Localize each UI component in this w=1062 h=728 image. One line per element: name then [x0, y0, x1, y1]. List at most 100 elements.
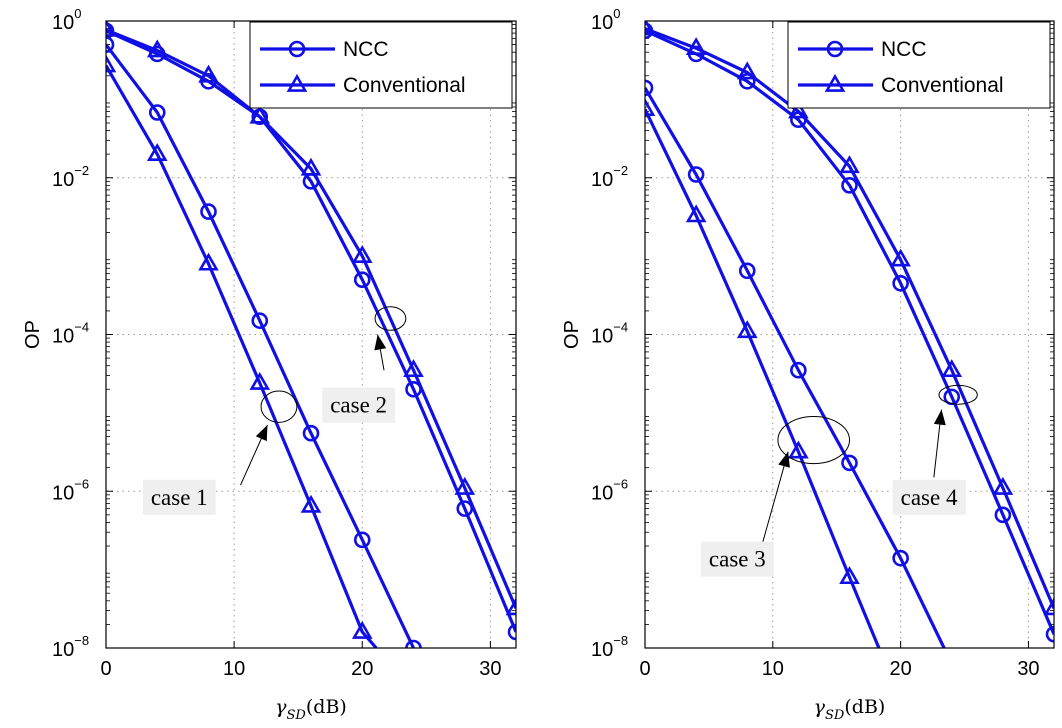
y-tick-exponent: −6	[613, 476, 628, 491]
axes-frame	[105, 20, 517, 649]
series-conventional-1-point	[645, 21, 656, 36]
x-tick-label: 30	[1017, 658, 1039, 680]
series-conventional-1-point	[106, 21, 117, 37]
series-conventional-1-point	[992, 476, 1014, 495]
legend-marker-circle	[826, 40, 844, 58]
series-ncc-0-point	[456, 500, 474, 517]
annotation-ellipse	[260, 390, 298, 423]
x-tick-label: 20	[890, 658, 912, 680]
y-tick-label: 10−2	[591, 163, 628, 191]
series-ncc-2-point	[251, 312, 269, 329]
series-ncc-2-line	[106, 43, 415, 648]
series-group	[106, 21, 516, 648]
series-ncc-2-point	[645, 79, 654, 97]
series-ncc-2-point	[738, 262, 756, 280]
x-tick-label: 0	[100, 658, 111, 680]
legend-label: NCC	[343, 38, 389, 61]
x-label-symbol: γ	[275, 696, 287, 718]
series-ncc-2-point	[106, 36, 115, 53]
series-conventional-3-line	[106, 64, 378, 648]
y-tick-base: 10	[52, 169, 74, 191]
y-tick-label: 10−4	[591, 320, 628, 348]
legend-marker-triangle	[824, 73, 846, 92]
legend-box	[249, 21, 513, 109]
x-axis-label: γSD(dB)	[814, 696, 886, 723]
series-ncc-0-point	[1045, 625, 1054, 643]
series-ncc-2-point	[148, 104, 166, 121]
series-conventional-1-point	[505, 597, 516, 616]
y-tick-exponent: −8	[613, 633, 628, 648]
annotation-arrow-head	[255, 425, 268, 442]
series-ncc-0-point	[106, 22, 115, 40]
series-conventional-1-line	[106, 28, 516, 610]
series-ncc-2-point	[687, 166, 705, 183]
y-tick-label: 10−6	[52, 476, 89, 504]
y-tick-label: 10−8	[52, 633, 89, 661]
series-conventional-1-point	[839, 155, 860, 174]
y-tick-exponent: −6	[74, 476, 89, 491]
series-ncc-0-point	[994, 506, 1012, 524]
y-axis-label: OP	[22, 320, 44, 349]
legend-box	[787, 21, 1051, 109]
series-conventional-1-point	[198, 64, 219, 83]
x-label-subscript: SD	[287, 708, 307, 723]
series-conventional-1-point	[890, 248, 911, 267]
x-label-unit: (dB)	[306, 696, 347, 718]
x-label-subscript: SD	[825, 708, 845, 723]
y-axis-label: OP	[561, 320, 583, 349]
annotation-box	[322, 387, 396, 423]
annotation-label: case 3	[709, 547, 766, 572]
legend-marker-circle	[288, 40, 306, 58]
y-tick-label: 100	[591, 6, 620, 34]
y-tick-label: 10−8	[591, 633, 628, 661]
series-conventional-3-point	[300, 494, 322, 513]
x-tick-label: 10	[223, 658, 245, 680]
series-conventional-3-point	[351, 620, 373, 639]
legend-marker-triangle	[286, 73, 308, 92]
series-conventional-1-point	[146, 39, 168, 58]
y-tick-exponent: 0	[74, 6, 81, 21]
series-conventional-3-point	[685, 204, 707, 223]
annotation-box	[700, 541, 774, 577]
series-ncc-2-point	[302, 424, 320, 442]
series-ncc-2-point	[200, 203, 217, 220]
series-conventional-3-point	[106, 54, 117, 73]
series-ncc-2-point	[892, 549, 909, 567]
y-tick-label: 10−2	[52, 163, 89, 191]
y-tick-exponent: −2	[74, 163, 89, 178]
x-tick-label: 0	[639, 658, 650, 680]
series-conventional-1-point	[788, 100, 809, 119]
y-tick-base: 10	[52, 482, 74, 504]
y-tick-exponent: −4	[613, 320, 628, 335]
series-conventional-1-point	[249, 105, 271, 124]
series-group	[645, 21, 1054, 648]
series-ncc-0-point	[841, 177, 858, 194]
series-conventional-1-point	[403, 359, 424, 378]
annotation-ellipse	[777, 416, 851, 465]
series-ncc-2-point	[405, 639, 422, 648]
x-label-unit: (dB)	[844, 696, 885, 718]
y-tick-exponent: −2	[613, 163, 628, 178]
series-ncc-0-line	[106, 29, 516, 633]
series-conventional-1-point	[736, 61, 758, 80]
annotation-arrow-head	[933, 409, 946, 426]
series-ncc-2-point	[790, 361, 807, 379]
y-tick-base: 10	[591, 12, 613, 34]
y-tick-exponent: 0	[613, 6, 620, 21]
x-tick-label: 30	[479, 658, 501, 680]
series-ncc-0-line	[645, 29, 1054, 635]
annotation-label: case 2	[330, 393, 387, 418]
series-conventional-1-point	[454, 476, 476, 495]
legend-label: Conventional	[881, 74, 1004, 97]
series-conventional-1-point	[941, 359, 963, 378]
annotation-arrow-head	[778, 451, 790, 468]
series-conventional-1-line	[645, 27, 1054, 610]
series-conventional-3-line	[645, 108, 881, 648]
y-tick-base: 10	[52, 326, 74, 348]
y-tick-label: 10−4	[52, 320, 89, 348]
series-conventional-3-point	[645, 98, 656, 116]
y-tick-exponent: −8	[74, 633, 89, 648]
y-tick-base: 10	[591, 482, 613, 504]
